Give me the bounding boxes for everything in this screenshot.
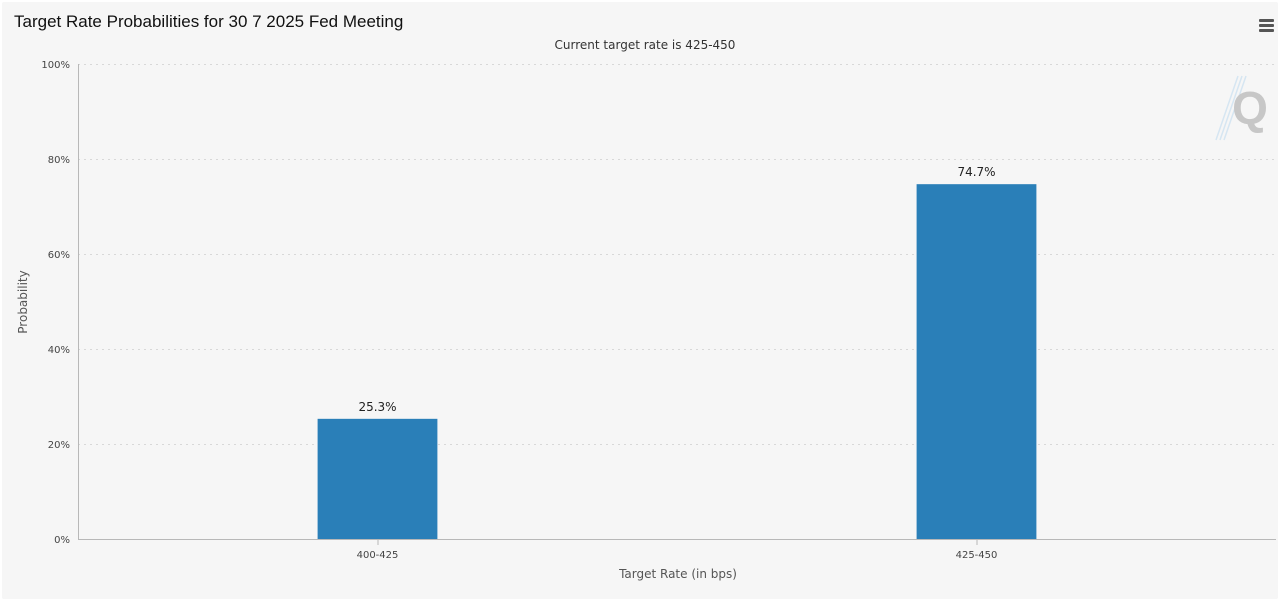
y-tick-label: 60% <box>48 250 70 261</box>
bar-data-label: 74.7% <box>957 165 995 179</box>
svg-text:Q: Q <box>1232 82 1268 134</box>
x-axis-title: Target Rate (in bps) <box>618 567 737 581</box>
y-tick-label: 40% <box>48 345 70 356</box>
bar <box>916 184 1037 540</box>
bar-data-label: 25.3% <box>358 400 396 414</box>
quikstrike-q-logo-icon: Q <box>1215 75 1268 141</box>
x-tick-label: 425-450 <box>956 550 998 561</box>
y-tick-label: 20% <box>48 440 70 451</box>
y-axis-title: Probability <box>16 270 30 333</box>
chart-subtitle: Current target rate is 425-450 <box>555 38 736 52</box>
y-tick-label: 0% <box>54 535 70 546</box>
x-tick-label: 400-425 <box>357 550 399 561</box>
bar <box>317 418 438 539</box>
y-tick-label: 100% <box>41 60 70 71</box>
page-title: Target Rate Probabilities for 30 7 2025 … <box>14 12 404 31</box>
y-tick-label: 80% <box>48 155 70 166</box>
hamburger-menu-icon[interactable] <box>1258 18 1276 34</box>
